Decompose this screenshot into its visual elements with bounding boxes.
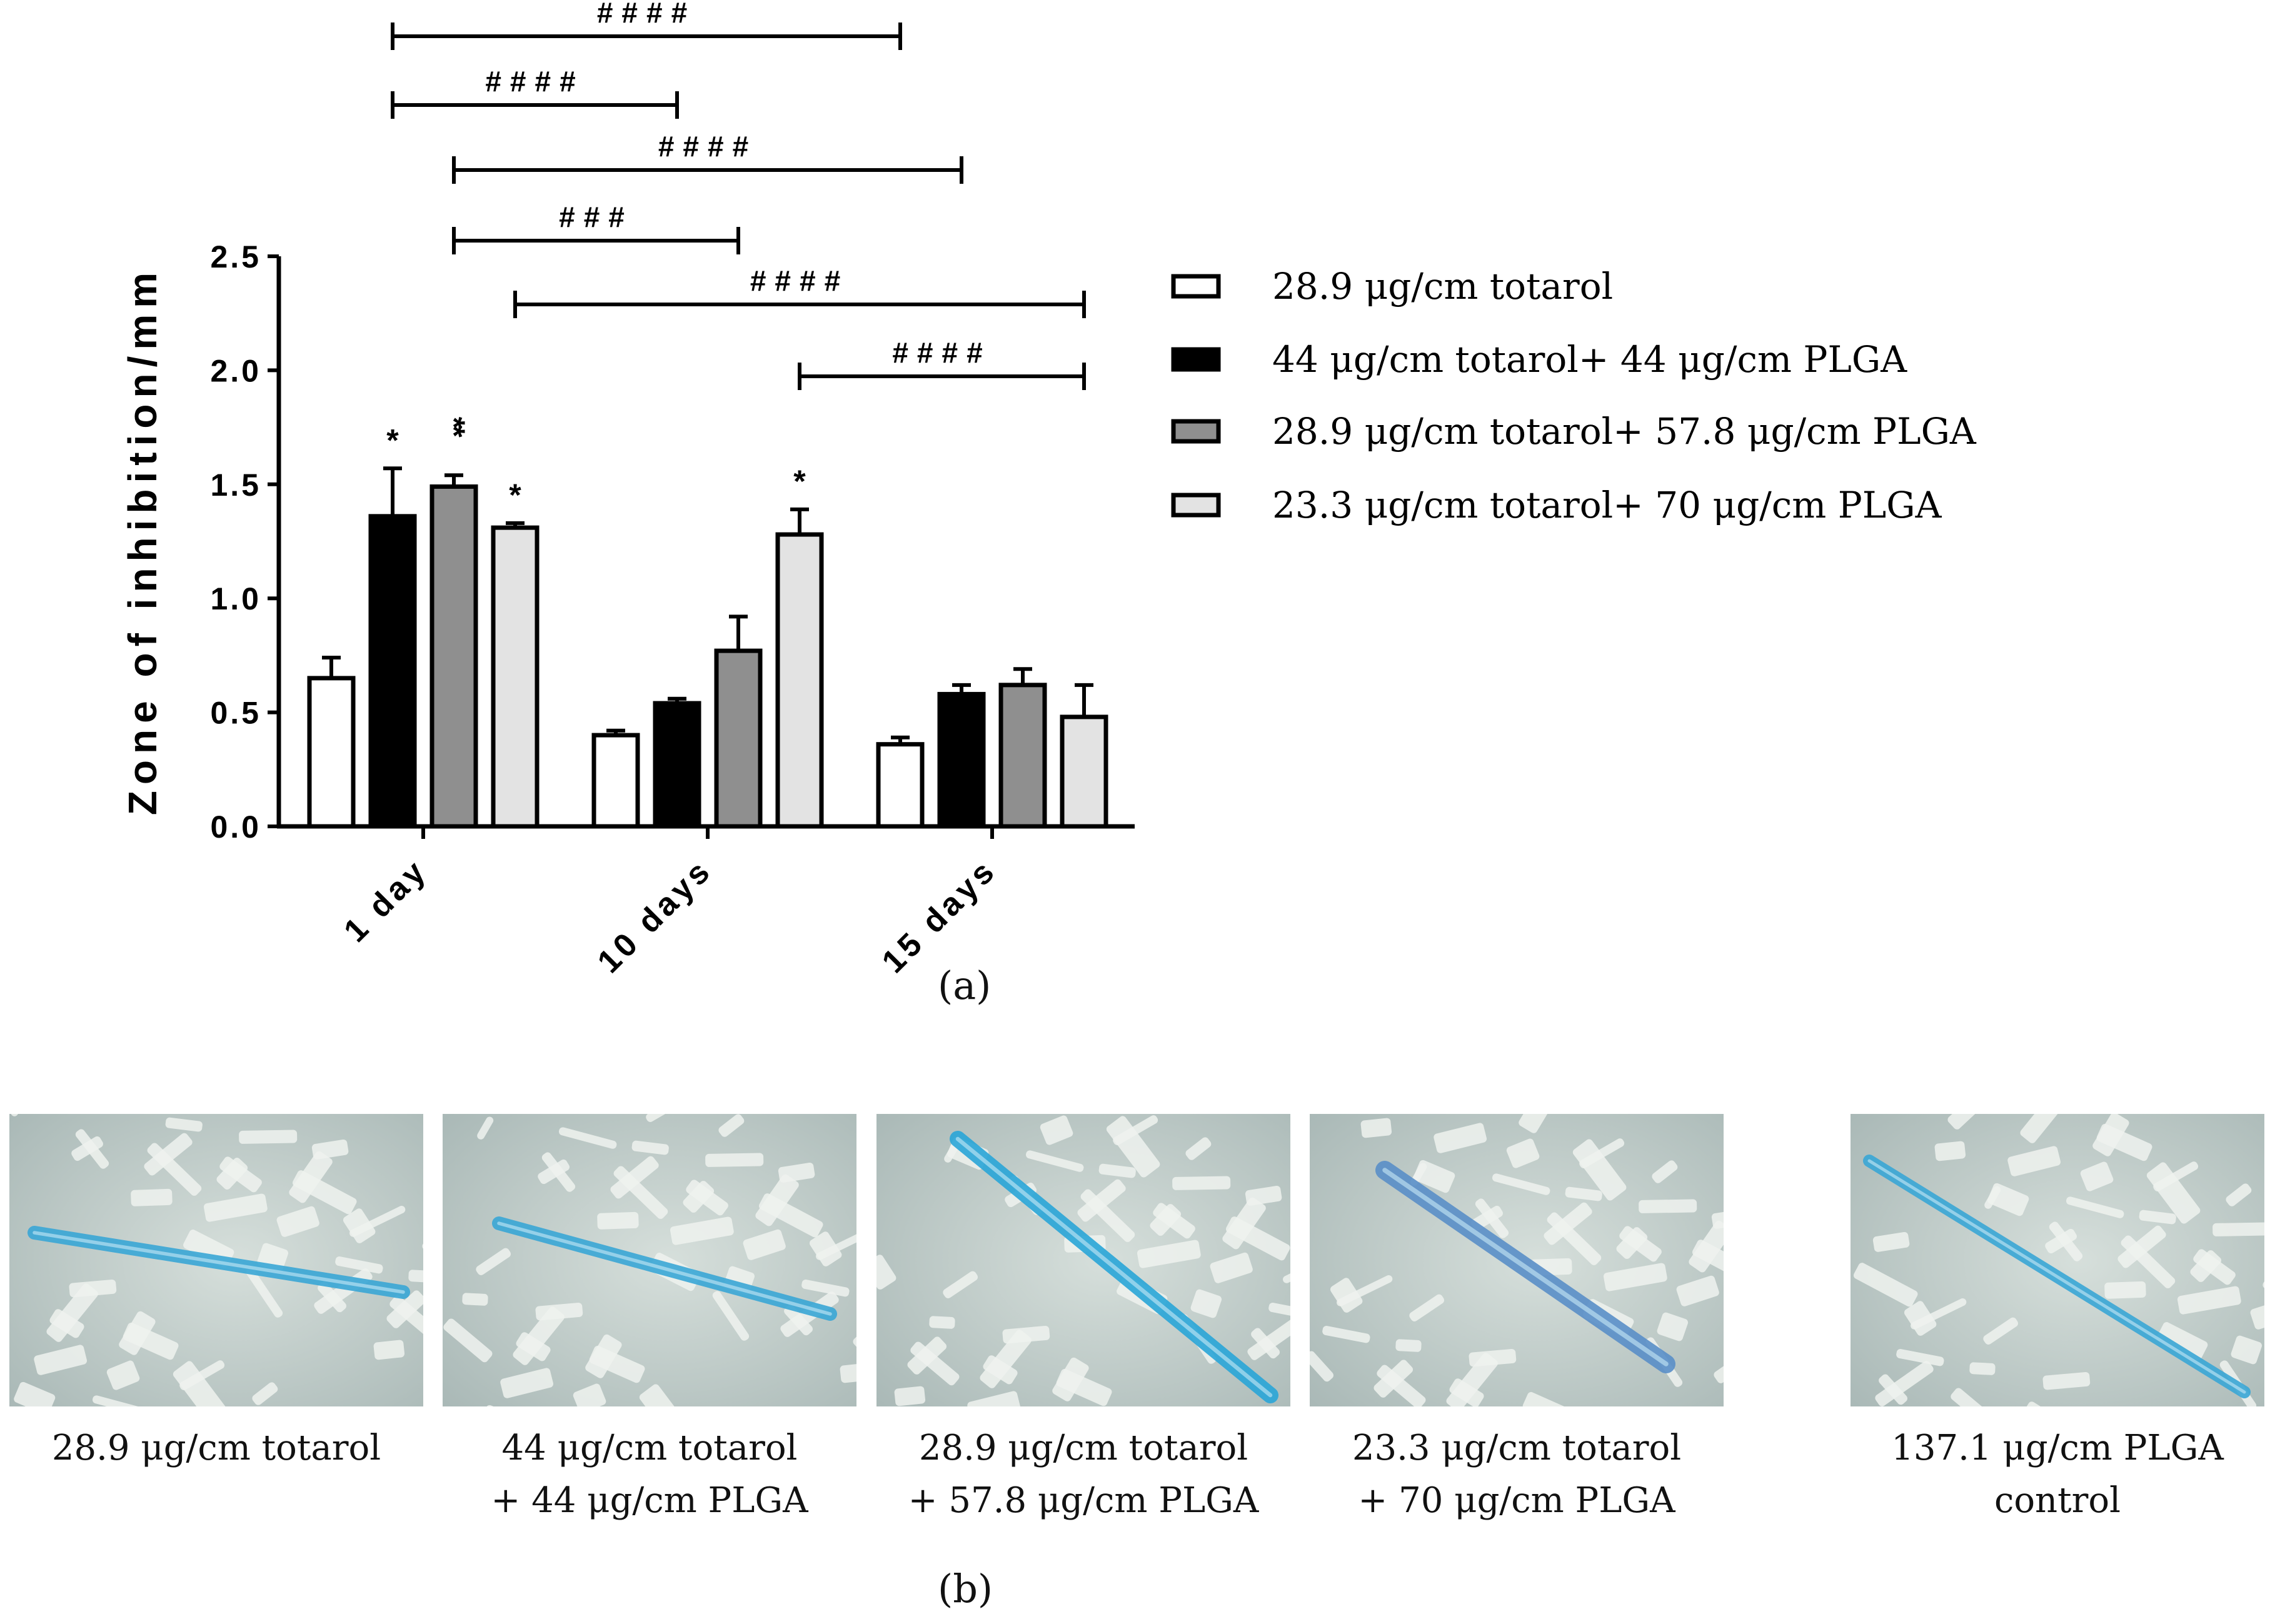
bar: [307, 676, 356, 829]
panel-a-label: (a): [938, 963, 992, 1008]
bar: [714, 648, 763, 829]
significance-mark: *: [509, 478, 521, 513]
x-tick-label: 15 days: [875, 851, 1004, 980]
significance-mark: *: [793, 464, 806, 499]
y-axis-label: Zone of inhibition/mm: [120, 266, 165, 815]
legend-label: 28.9 μg/cm totarol: [1272, 265, 1613, 308]
photo-caption-line: 23.3 μg/cm totarol: [1352, 1428, 1682, 1468]
bar: [368, 514, 417, 829]
bracket-label: ####: [597, 0, 696, 29]
legend-swatch: [1171, 419, 1221, 444]
legend-swatch: [1171, 493, 1221, 518]
y-tick-label: 2.0: [210, 353, 261, 388]
bar: [998, 683, 1047, 829]
bar: [491, 525, 540, 829]
legend-label: 44 μg/cm totarol+ 44 μg/cm PLGA: [1272, 338, 1907, 381]
photo-caption-line: 28.9 μg/cm totarol: [51, 1428, 381, 1468]
photo-caption: 44 μg/cm totarol + 44 μg/cm PLGA: [412, 1422, 887, 1527]
bracket-label: ####: [658, 130, 757, 163]
bracket-label: ####: [892, 336, 991, 369]
y-tick-label: 1.5: [210, 468, 261, 503]
significance-mark: **: [436, 417, 471, 438]
bar: [653, 701, 701, 829]
ticks: 0.0 0.5 1.0 1.5 2.0 2.5 1 day 10 days 15 days: [210, 239, 1003, 980]
y-tick-label: 1.0: [210, 581, 261, 616]
legend-label: 23.3 μg/cm totarol+ 70 μg/cm PLGA: [1272, 484, 1942, 526]
legend-label: 28.9 μg/cm totarol+ 57.8 μg/cm PLGA: [1272, 410, 1977, 453]
bar: [876, 742, 925, 829]
petri-dish-photo: [876, 1114, 1290, 1406]
bracket-label: ####: [485, 65, 584, 98]
petri-dish-photo: [1310, 1114, 1724, 1406]
petri-dish-photo: [1851, 1114, 2264, 1406]
bar: [1060, 714, 1108, 829]
petri-dish-photo: [443, 1114, 856, 1406]
photo-caption: 137.1 μg/cm PLGA control: [1820, 1422, 2270, 1527]
x-tick-label: 10 days: [591, 851, 720, 980]
petri-dish-photo: [9, 1114, 423, 1406]
legend-swatch: [1171, 274, 1221, 299]
bracket-label: ###: [559, 201, 633, 233]
photo-caption-line: 137.1 μg/cm PLGA: [1891, 1428, 2224, 1468]
significance-mark: *: [386, 423, 399, 458]
photo-caption-line: + 70 μg/cm PLGA: [1358, 1480, 1675, 1521]
photo-caption-line: + 57.8 μg/cm PLGA: [908, 1480, 1259, 1521]
photo-caption: 23.3 μg/cm totarol + 70 μg/cm PLGA: [1279, 1422, 1754, 1527]
y-tick-label: 2.5: [210, 239, 261, 274]
x-tick-label: 1 day: [337, 851, 434, 949]
photo-caption-line: 28.9 μg/cm totarol: [918, 1428, 1248, 1468]
photo-caption-line: control: [1994, 1480, 2121, 1521]
bar-chart: ####################### * *** * Zone of in…: [120, 0, 1977, 980]
legend: 28.9 μg/cm totarol 44 μg/cm totarol+ 44 μ…: [1171, 265, 1977, 526]
photo-caption-line: 44 μg/cm totarol: [501, 1428, 798, 1468]
panel-b-label: (b): [938, 1566, 993, 1611]
bar: [937, 691, 986, 829]
photo-caption: 28.9 μg/cm totarol + 57.8 μg/cm PLGA: [846, 1422, 1321, 1527]
bar: [775, 532, 824, 829]
bar: [429, 484, 478, 829]
axes: Zone of inhibition/mm: [120, 256, 1135, 829]
y-tick-label: 0.5: [210, 696, 261, 731]
photo-caption: 28.9 μg/cm totarol: [0, 1422, 454, 1475]
comparison-brackets: #######################: [391, 0, 1086, 390]
photo-caption-line: + 44 μg/cm PLGA: [491, 1480, 808, 1521]
bracket-label: ####: [750, 264, 849, 297]
y-tick-label: 0.0: [210, 809, 261, 845]
legend-swatch: [1171, 347, 1221, 372]
bars: * *** *: [307, 417, 1108, 829]
bar: [591, 733, 640, 829]
